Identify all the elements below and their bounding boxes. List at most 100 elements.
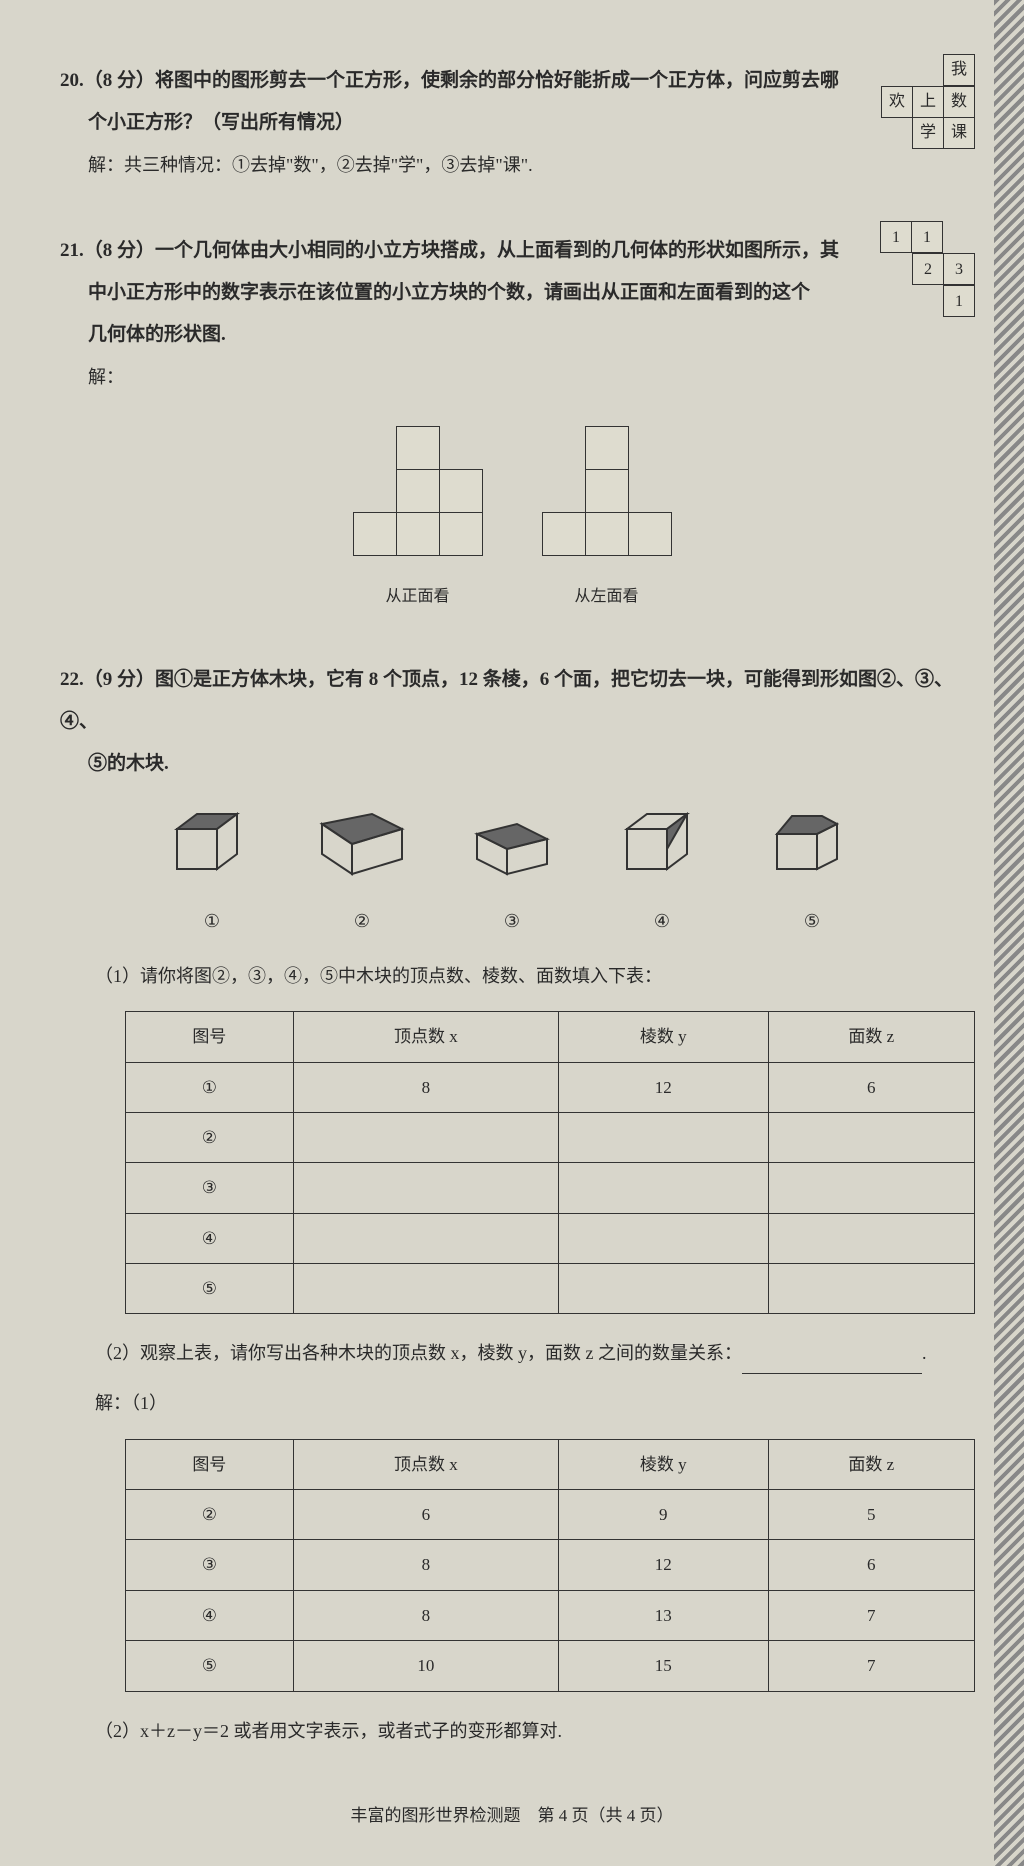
table-cell: 12 (559, 1062, 769, 1112)
cube-label-5: ⑤ (762, 902, 862, 942)
table-cell: 12 (559, 1540, 769, 1590)
problem-21: 1 1 2 3 1 21.（8 分）一个几何体由大小相同的小立方块搭成，从上面看… (60, 230, 964, 614)
q22-sub2-suffix: . (922, 1343, 927, 1363)
table-cell (293, 1264, 558, 1314)
table-cell: ① (126, 1062, 294, 1112)
table-cell (768, 1213, 974, 1263)
q21-view-diagrams: 从正面看 从左面看 (60, 427, 964, 614)
table-cell (293, 1163, 558, 1213)
table-row: ②695 (126, 1490, 975, 1540)
q21-text-line3: 几何体的形状图. (88, 314, 964, 356)
table-cell: ② (126, 1490, 294, 1540)
q22-sub2: （2）观察上表，请你写出各种木块的顶点数 x，棱数 y，面数 z 之间的数量关系… (95, 1334, 964, 1374)
table-cell: 8 (293, 1062, 558, 1112)
table-header: 顶点数 x (293, 1439, 558, 1489)
grid-cell: 我 (943, 54, 975, 86)
table-cell: 6 (768, 1062, 974, 1112)
table-cell (293, 1112, 558, 1162)
page-footer: 丰富的图形世界检测题 第 4 页（共 4 页） (60, 1801, 964, 1826)
table-header: 面数 z (768, 1439, 974, 1489)
grid-cell: 3 (943, 253, 975, 285)
cube-label-1: ① (162, 902, 262, 942)
q21-solution-label: 解： (88, 358, 964, 398)
cube-5: ⑤ (762, 804, 862, 941)
table-cell: 7 (768, 1641, 974, 1691)
table-row: ④ (126, 1213, 975, 1263)
table-cell: ④ (126, 1590, 294, 1640)
table-cell: ⑤ (126, 1641, 294, 1691)
left-view-label: 从左面看 (542, 579, 671, 614)
q20-net-grid: 我 欢 上 数 学 课 (879, 55, 974, 150)
grid-cell: 欢 (881, 86, 913, 118)
page-edge-decoration (994, 0, 1024, 1866)
q20-text-line1: 20.（8 分）将图中的图形剪去一个正方形，使剩余的部分恰好能折成一个正方体，问… (60, 60, 964, 102)
q20-text-line2: 个小正方形？（写出所有情况） (88, 102, 964, 144)
table-header: 图号 (126, 1012, 294, 1062)
problem-20: 我 欢 上 数 学 课 20.（8 分）将图中的图形剪去一个正方形，使剩余的部分… (60, 60, 964, 185)
cube-label-2: ② (312, 902, 412, 942)
grid-cell: 上 (912, 86, 944, 118)
q20-solution: 解：共三种情况：①去掉"数"，②去掉"学"，③去掉"课". (88, 146, 964, 186)
table-cell: ② (126, 1112, 294, 1162)
table-cell: 15 (559, 1641, 769, 1691)
table-cell: 6 (293, 1490, 558, 1540)
grid-cell: 数 (943, 86, 975, 118)
table-header: 图号 (126, 1439, 294, 1489)
table-header: 棱数 y (559, 1439, 769, 1489)
grid-cell: 1 (943, 285, 975, 317)
grid-cell: 1 (880, 221, 912, 253)
q22-table1: 图号顶点数 x棱数 y面数 z ①8126②③④⑤ (125, 1011, 975, 1314)
q21-top-view-grid: 1 1 2 3 1 (879, 222, 974, 318)
table-header: 面数 z (768, 1012, 974, 1062)
table-row: ③ (126, 1163, 975, 1213)
table-row: ⑤ (126, 1264, 975, 1314)
table-cell: 8 (293, 1540, 558, 1590)
grid-cell: 学 (912, 117, 944, 149)
table-cell (293, 1213, 558, 1263)
table-header: 顶点数 x (293, 1012, 558, 1062)
table-row: ⑤10157 (126, 1641, 975, 1691)
grid-cell: 课 (943, 117, 975, 149)
table-cell (559, 1264, 769, 1314)
table-cell: 7 (768, 1590, 974, 1640)
problem-22: 22.（9 分）图①是正方体木块，它有 8 个顶点，12 条棱，6 个面，把它切… (60, 659, 964, 1751)
q21-text-line1: 21.（8 分）一个几何体由大小相同的小立方块搭成，从上面看到的几何体的形状如图… (60, 230, 964, 272)
table-cell: ④ (126, 1213, 294, 1263)
table-header: 棱数 y (559, 1012, 769, 1062)
cube-3: ③ (462, 804, 562, 941)
q22-table2: 图号顶点数 x棱数 y面数 z ②695③8126④8137⑤10157 (125, 1439, 975, 1692)
table-cell: ③ (126, 1540, 294, 1590)
table-row: ② (126, 1112, 975, 1162)
table-cell: ③ (126, 1163, 294, 1213)
q22-sub2-prefix: （2）观察上表，请你写出各种木块的顶点数 x，棱数 y，面数 z 之间的数量关系… (95, 1343, 742, 1363)
cube-2: ② (312, 804, 412, 941)
q22-sub2-answer: （2）x＋z－y＝2 或者用文字表示，或者式子的变形都算对. (95, 1712, 964, 1752)
table-row: ①8126 (126, 1062, 975, 1112)
front-view-label: 从正面看 (353, 579, 482, 614)
table-cell: 8 (293, 1590, 558, 1640)
table-cell: 5 (768, 1490, 974, 1540)
q22-text-line2: ⑤的木块. (88, 743, 964, 785)
front-view: 从正面看 (353, 427, 482, 614)
table-row: ③8126 (126, 1540, 975, 1590)
table-cell: 6 (768, 1540, 974, 1590)
table-cell: ⑤ (126, 1264, 294, 1314)
table-cell: 10 (293, 1641, 558, 1691)
answer-blank (742, 1356, 922, 1374)
q21-text-line2: 中小正方形中的数字表示在该位置的小立方块的个数，请画出从正面和左面看到的这个 (88, 272, 964, 314)
table-cell (559, 1112, 769, 1162)
grid-cell: 1 (911, 221, 943, 253)
table-cell: 13 (559, 1590, 769, 1640)
cube-figures: ① ② ③ ④ (60, 804, 964, 941)
table-cell (559, 1163, 769, 1213)
q22-solution-label: 解：（1） (95, 1384, 964, 1424)
table-cell (768, 1264, 974, 1314)
cube-label-4: ④ (612, 902, 712, 942)
grid-cell: 2 (912, 253, 944, 285)
left-view: 从左面看 (542, 427, 671, 614)
q22-sub1: （1）请你将图②，③，④，⑤中木块的顶点数、棱数、面数填入下表： (95, 957, 964, 997)
table-cell (768, 1163, 974, 1213)
table-cell: 9 (559, 1490, 769, 1540)
cube-1: ① (162, 804, 262, 941)
cube-label-3: ③ (462, 902, 562, 942)
